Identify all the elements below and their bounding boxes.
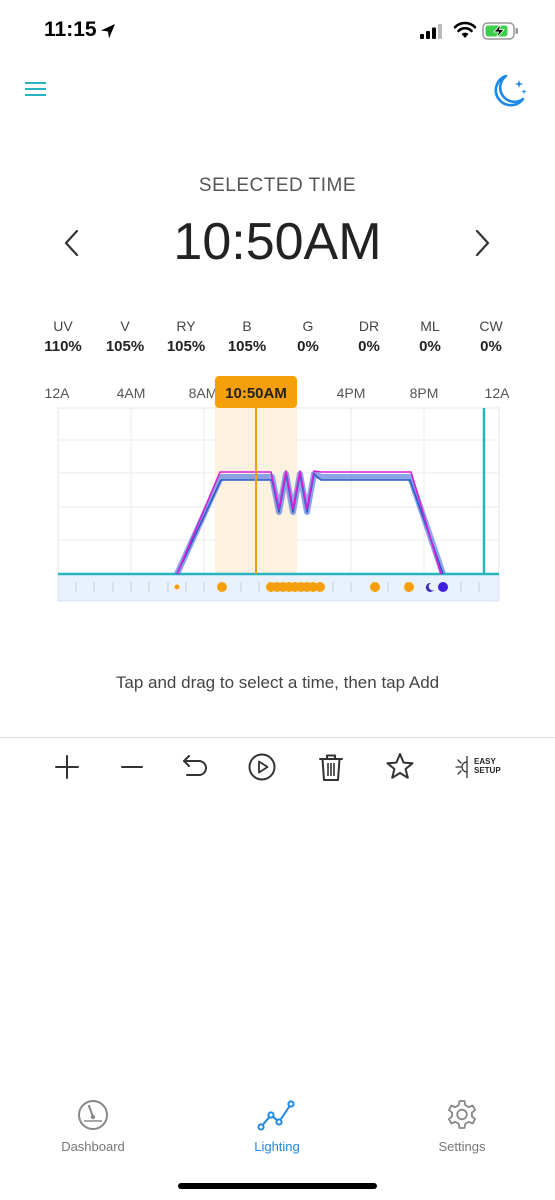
- channel-value: 0%: [297, 338, 319, 355]
- tick-label-8pm: 8PM: [410, 385, 439, 401]
- tick-label-12a-end: 12A: [485, 385, 511, 401]
- timeline-ticks: [75, 582, 480, 592]
- menu-icon[interactable]: [25, 80, 47, 98]
- channel-ml: ML 0%: [400, 318, 460, 355]
- tab-label: Settings: [438, 1139, 486, 1154]
- trash-icon[interactable]: [314, 750, 348, 784]
- channel-name: ML: [420, 318, 440, 334]
- tick-label-12a: 12A: [45, 385, 71, 401]
- schedule-point: [174, 584, 180, 590]
- channel-name: UV: [53, 318, 73, 334]
- tab-label: Lighting: [254, 1139, 300, 1154]
- channel-value: 110%: [44, 338, 82, 355]
- instruction-text: Tap and drag to select a time, then tap …: [115, 673, 440, 692]
- selected-time-label: SELECTED TIME: [198, 175, 357, 196]
- easy-setup-line1: EASY: [474, 757, 496, 766]
- channel-name: G: [302, 318, 314, 334]
- star-icon[interactable]: [383, 750, 417, 784]
- tick-label-4pm: 4PM: [337, 385, 366, 401]
- channel-cw: CW 0%: [461, 318, 521, 355]
- line-chart-icon: [257, 1100, 295, 1131]
- schedule-point-moon: [425, 582, 434, 592]
- minus-icon[interactable]: [115, 750, 149, 784]
- chevron-left-icon[interactable]: [60, 228, 84, 258]
- tab-lighting[interactable]: Lighting: [217, 1098, 337, 1154]
- easy-setup-line2: SETUP: [474, 766, 501, 775]
- moon-stars-icon[interactable]: [490, 72, 530, 110]
- channel-b: B 105%: [217, 318, 277, 355]
- channel-value: 0%: [358, 338, 380, 355]
- chevron-right-icon[interactable]: [470, 228, 494, 258]
- channel-name: B: [242, 318, 252, 334]
- schedule-point: [438, 582, 448, 592]
- battery-charging-icon: [482, 22, 518, 40]
- schedule-point: [217, 582, 227, 592]
- schedule-point: [404, 582, 414, 592]
- tick-label-8am: 8AM: [189, 385, 218, 401]
- channel-name: DR: [358, 318, 380, 334]
- selected-time-value: 10:50AM: [173, 213, 382, 271]
- channel-curve-magenta: [176, 470, 442, 575]
- undo-icon[interactable]: [178, 750, 212, 784]
- lighting-schedule-chart[interactable]: 12A 4AM 8AM 4PM 8PM 12A 10:50AM: [0, 370, 555, 610]
- channel-value: 105%: [105, 338, 145, 355]
- channel-name: RY: [176, 318, 196, 334]
- channel-value: 105%: [227, 338, 267, 355]
- selected-time-badge-label: 10:50AM: [225, 385, 287, 402]
- schedule-points[interactable]: [174, 582, 449, 592]
- easy-setup-icon[interactable]: [452, 750, 474, 784]
- wifi-icon: [453, 21, 477, 38]
- tab-label: Dashboard: [61, 1139, 125, 1154]
- schedule-point: [370, 582, 380, 592]
- schedule-point: [308, 582, 318, 592]
- location-arrow-icon: [101, 24, 115, 39]
- tab-settings[interactable]: Settings: [402, 1098, 522, 1154]
- selected-time-badge: [215, 376, 297, 408]
- plus-icon[interactable]: [50, 750, 84, 784]
- channel-name: CW: [479, 318, 503, 334]
- channel-value: 0%: [419, 338, 441, 355]
- gear-icon: [448, 1100, 476, 1129]
- channel-dr: DR 0%: [339, 318, 399, 355]
- divider: [0, 737, 555, 738]
- cellular-signal-icon: [420, 24, 442, 39]
- tab-dashboard[interactable]: Dashboard: [33, 1098, 153, 1154]
- channel-name: V: [120, 318, 130, 334]
- status-time: 11:15: [44, 18, 97, 41]
- home-indicator: [178, 1183, 377, 1189]
- schedule-point: [315, 582, 325, 592]
- channel-value: 0%: [480, 338, 502, 355]
- channel-v: V 105%: [95, 318, 155, 355]
- easy-setup-label[interactable]: EASY SETUP: [474, 757, 501, 775]
- tick-label-4am: 4AM: [117, 385, 146, 401]
- channel-value: 105%: [166, 338, 206, 355]
- channel-uv: UV 110%: [33, 318, 93, 355]
- gauge-icon: [78, 1100, 108, 1130]
- play-icon[interactable]: [245, 750, 279, 784]
- channel-g: G 0%: [278, 318, 338, 355]
- channel-ry: RY 105%: [156, 318, 216, 355]
